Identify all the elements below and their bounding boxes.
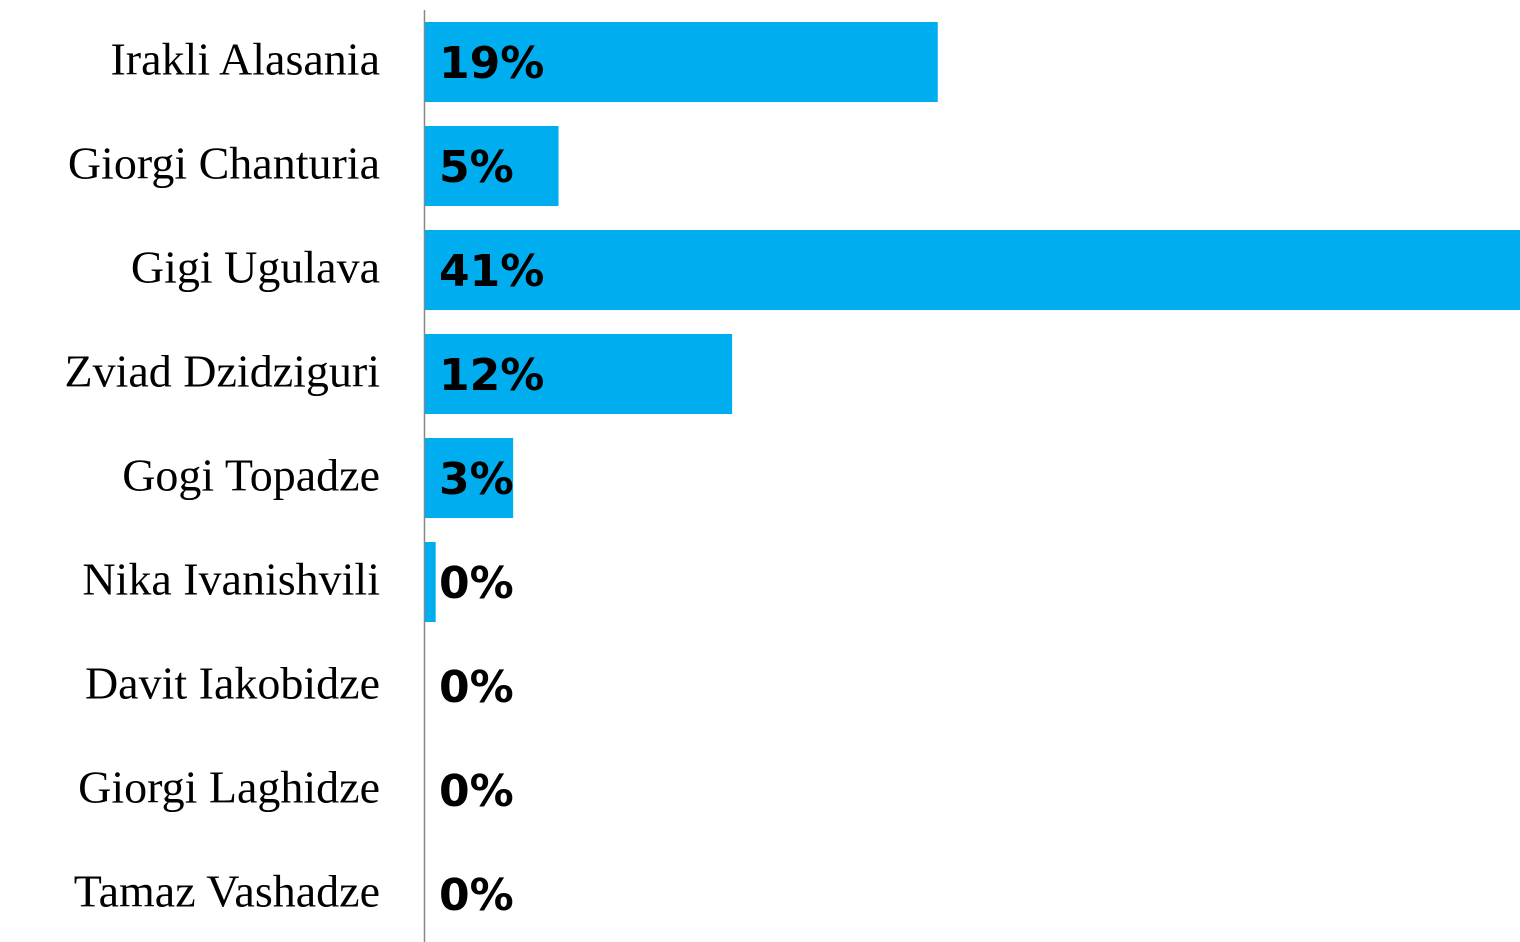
bar [425, 22, 938, 102]
category-label: Gigi Ugulava [131, 242, 380, 293]
value-label: 5% [439, 142, 514, 193]
value-label: 41% [439, 246, 544, 297]
value-label: 0% [439, 558, 514, 609]
category-label: Zviad Dzidziguri [64, 346, 380, 397]
category-label: Giorgi Chanturia [68, 138, 380, 189]
value-label: 3% [439, 454, 514, 505]
bar [425, 126, 559, 206]
category-label: Gogi Topadze [122, 450, 380, 501]
category-label: Tamaz Vashadze [74, 866, 380, 917]
value-label: 0% [439, 662, 514, 713]
category-label: Giorgi Laghidze [78, 762, 380, 813]
value-label: 12% [439, 350, 544, 401]
bar [425, 542, 436, 622]
category-label: Davit Iakobidze [85, 658, 380, 709]
value-label: 0% [439, 766, 514, 817]
value-label: 0% [439, 870, 514, 921]
bar [425, 438, 514, 518]
category-label: Nika Ivanishvili [82, 554, 380, 605]
bar [425, 230, 1520, 310]
bar [425, 334, 733, 414]
value-label: 19% [439, 38, 544, 89]
category-label: Irakli Alasania [110, 34, 380, 85]
